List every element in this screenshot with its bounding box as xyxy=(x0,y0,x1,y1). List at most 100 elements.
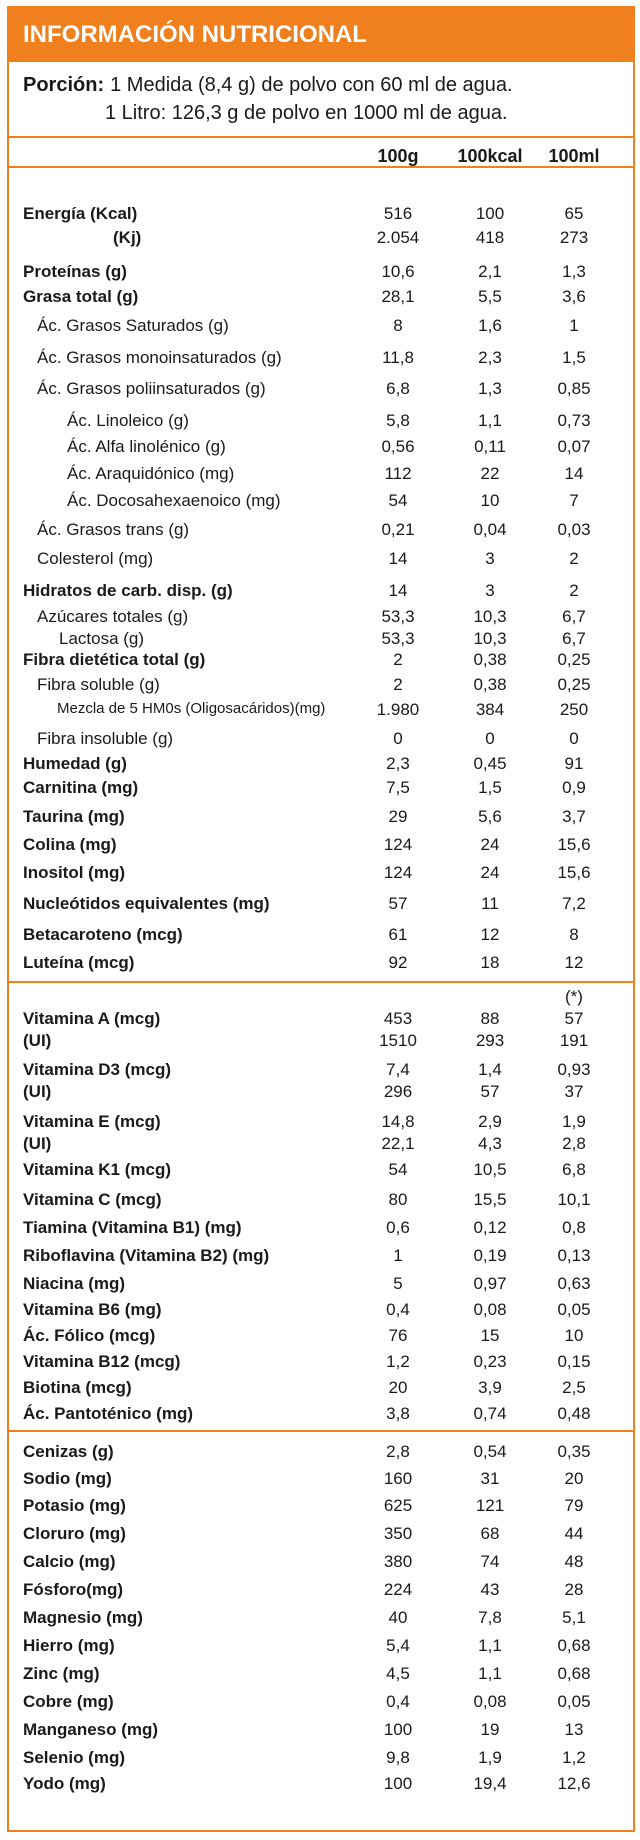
nutrient-row: Hidratos de carb. disp. (g) 14 3 2 xyxy=(9,581,633,607)
value-100ml: 0,13 xyxy=(557,1246,591,1265)
nutrient-label: Energía (Kcal) xyxy=(23,204,138,223)
column-header-row: 100g 100kcal 100ml xyxy=(9,138,633,166)
value-100kcal: 74 xyxy=(480,1552,500,1571)
nutrient-row: Vitamina B12 (mcg) 1,2 0,23 0,15 xyxy=(9,1352,633,1378)
value-100g: 61 xyxy=(388,925,408,944)
value-100g: 1 xyxy=(393,1246,403,1265)
value-100ml: 0,35 xyxy=(557,1442,591,1461)
nutrient-row: Ác. Docosahexaenoico (mg) 54 10 7 xyxy=(9,491,633,520)
value-100kcal: 0,11 xyxy=(474,437,506,456)
nutrient-label: Ác. Araquidónico (mg) xyxy=(67,464,235,483)
nutrient-row: Ác. Linoleico (g) 5,8 1,1 0,73 xyxy=(9,411,633,437)
nutrient-row: Ác. Pantoténico (mg) 3,8 0,74 0,48 xyxy=(9,1404,633,1430)
value-100ml: 0,05 xyxy=(557,1300,591,1319)
value-100ml: 2 xyxy=(569,549,579,568)
nutrient-row: Riboflavina (Vitamina B2) (mg) 1 0,19 0,13 xyxy=(9,1246,633,1274)
value-100kcal: 22 xyxy=(480,464,500,483)
nutrient-label: Hierro (mg) xyxy=(23,1636,115,1655)
nutrient-label: Sodio (mg) xyxy=(23,1469,112,1488)
nutrient-row: Humedad (g) 2,3 0,45 91 xyxy=(9,754,633,778)
nutrient-row: Proteínas (g) 10,6 2,1 1,3 xyxy=(9,262,633,287)
value-100ml: 1 xyxy=(569,316,579,335)
nutrient-row: Tiamina (Vitamina B1) (mg) 0,6 0,12 0,8 xyxy=(9,1218,633,1246)
nutrient-label: Luteína (mcg) xyxy=(23,953,135,972)
nutrient-row: Betacaroteno (mcg) 61 12 8 xyxy=(9,925,633,953)
nutrient-row: Vitamina D3 (mcg) 7,4 1,4 0,93 xyxy=(9,1060,633,1082)
nutrient-label: Fibra insoluble (g) xyxy=(37,729,174,748)
nutrient-row: Hierro (mg) 5,4 1,1 0,68 xyxy=(9,1636,633,1664)
value-100kcal: 68 xyxy=(480,1524,500,1543)
nutrient-row: Niacina (mg) 5 0,97 0,63 xyxy=(9,1274,633,1300)
value-100g: 53,3 xyxy=(381,629,415,648)
value-100g: 2.054 xyxy=(376,228,420,247)
nutrient-label: Cenizas (g) xyxy=(23,1442,114,1461)
value-100kcal: 0,54 xyxy=(473,1442,507,1461)
value-100g: 7,5 xyxy=(386,778,410,797)
value-100kcal: 0,12 xyxy=(473,1218,507,1237)
value-100ml: 15,6 xyxy=(557,835,591,854)
value-100kcal: 0,45 xyxy=(473,754,507,773)
value-100ml: 48 xyxy=(564,1552,584,1571)
nutrient-row: Cobre (mg) 0,4 0,08 0,05 xyxy=(9,1692,633,1720)
value-100kcal: 10,3 xyxy=(473,629,507,648)
value-100kcal: 10,3 xyxy=(473,607,507,626)
nutrient-label: Ác. Grasos trans (g) xyxy=(37,520,190,539)
value-100g: 0,4 xyxy=(386,1692,410,1711)
nutrient-row: Cloruro (mg) 350 68 44 xyxy=(9,1524,633,1552)
nutrient-row: Fibra insoluble (g) 0 0 0 xyxy=(9,729,633,754)
value-100ml: 273 xyxy=(559,228,589,247)
value-100kcal: 5,5 xyxy=(478,287,502,306)
nutrient-row: Manganeso (mg) 100 19 13 xyxy=(9,1720,633,1748)
value-100ml: 0,48 xyxy=(557,1404,591,1423)
value-100kcal: 1,9 xyxy=(478,1748,502,1767)
value-100ml: 191 xyxy=(559,1031,589,1050)
value-100ml: 12,6 xyxy=(557,1774,591,1793)
value-100ml: 12 xyxy=(564,953,584,972)
value-100ml: 13 xyxy=(564,1720,584,1739)
nutrient-label: Betacaroteno (mcg) xyxy=(23,925,183,944)
value-100ml: 0,15 xyxy=(557,1352,591,1371)
nutrient-label: Zinc (mg) xyxy=(23,1664,100,1683)
value-100g: 296 xyxy=(383,1082,413,1101)
value-100kcal: 2,3 xyxy=(478,348,502,367)
nutrient-label: Ác. Grasos monoinsaturados (g) xyxy=(37,348,282,367)
value-100ml: 7,2 xyxy=(562,894,586,913)
nutrient-label: Fibra soluble (g) xyxy=(37,675,160,694)
value-100kcal: 7,8 xyxy=(478,1608,502,1627)
value-100kcal: 19 xyxy=(480,1720,500,1739)
portion-line-1: 1 Medida (8,4 g) de polvo con 60 ml de a… xyxy=(110,74,513,96)
nutrient-label: Yodo (mg) xyxy=(23,1774,106,1793)
value-100ml: 1,9 xyxy=(562,1112,586,1131)
value-100g: 5,4 xyxy=(386,1636,410,1655)
nutrient-label: Ác. Alfa linolénico (g) xyxy=(67,437,226,456)
value-100g: 350 xyxy=(383,1524,413,1543)
nutrient-row: Vitamina E (mcg) 14,8 2,9 1,9 xyxy=(9,1112,633,1134)
nutrient-row: Lactosa (g) 53,3 10,3 6,7 xyxy=(9,629,633,650)
value-100ml: 20 xyxy=(564,1469,584,1488)
nutrient-label: Vitamina E (mcg) xyxy=(23,1112,161,1131)
nutrient-label: Ác. Fólico (mcg) xyxy=(23,1326,156,1345)
value-100g: 20 xyxy=(388,1378,408,1397)
nutrient-label: Vitamina B12 (mcg) xyxy=(23,1352,181,1371)
value-100ml: 3,6 xyxy=(562,287,586,306)
nutrient-label: Biotina (mcg) xyxy=(23,1378,132,1397)
value-100g: 5 xyxy=(393,1274,403,1293)
nutrient-row: Luteína (mcg) 92 18 12 xyxy=(9,953,633,981)
nutrient-label: Tiamina (Vitamina B1) (mg) xyxy=(23,1218,242,1237)
value-100kcal: 0,74 xyxy=(473,1404,507,1423)
value-100ml: 0,68 xyxy=(557,1664,591,1683)
value-100kcal: 418 xyxy=(475,228,505,247)
value-100g: 2,8 xyxy=(386,1442,410,1461)
value-100ml: 14 xyxy=(564,464,584,483)
value-100g: 54 xyxy=(388,491,408,510)
value-100g: 10,6 xyxy=(381,262,415,281)
value-100ml: 5,1 xyxy=(562,1608,586,1627)
value-100kcal: 2,9 xyxy=(478,1112,502,1131)
value-100ml: 6,7 xyxy=(562,607,586,626)
value-100g: 9,8 xyxy=(386,1748,410,1767)
value-100g: 100 xyxy=(383,1720,413,1739)
nutrient-row: Zinc (mg) 4,5 1,1 0,68 xyxy=(9,1664,633,1692)
nutrient-row: Nucleótidos equivalentes (mg) 57 11 7,2 xyxy=(9,894,633,925)
value-100kcal: 88 xyxy=(480,1009,500,1028)
nutrient-label: Mezcla de 5 HM0s (Oligosacáridos)(mg) xyxy=(57,700,326,717)
